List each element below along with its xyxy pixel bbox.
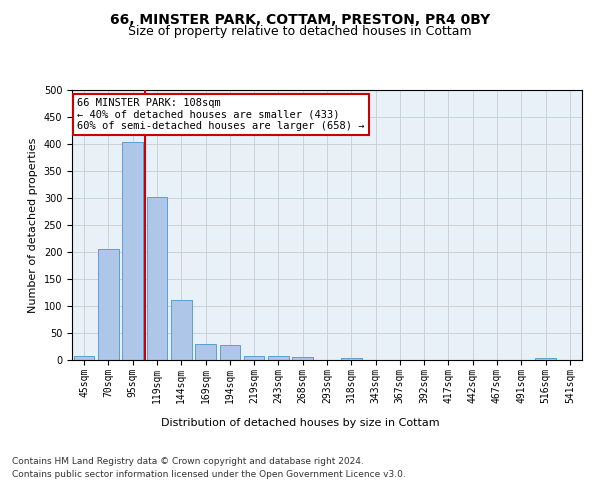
Bar [220,346,240,360]
Bar [268,356,289,360]
Text: Contains public sector information licensed under the Open Government Licence v3: Contains public sector information licen… [12,470,406,479]
Bar [74,356,94,360]
Bar [292,358,313,360]
Text: Distribution of detached houses by size in Cottam: Distribution of detached houses by size … [161,418,439,428]
Bar [122,142,143,360]
Bar [195,344,216,360]
Y-axis label: Number of detached properties: Number of detached properties [28,138,38,312]
Text: 66, MINSTER PARK, COTTAM, PRESTON, PR4 0BY: 66, MINSTER PARK, COTTAM, PRESTON, PR4 0… [110,12,490,26]
Bar [341,358,362,360]
Bar [535,358,556,360]
Bar [98,250,119,360]
Bar [244,356,265,360]
Bar [171,300,191,360]
Text: Size of property relative to detached houses in Cottam: Size of property relative to detached ho… [128,25,472,38]
Text: 66 MINSTER PARK: 108sqm
← 40% of detached houses are smaller (433)
60% of semi-d: 66 MINSTER PARK: 108sqm ← 40% of detache… [77,98,365,132]
Text: Contains HM Land Registry data © Crown copyright and database right 2024.: Contains HM Land Registry data © Crown c… [12,457,364,466]
Bar [146,197,167,360]
